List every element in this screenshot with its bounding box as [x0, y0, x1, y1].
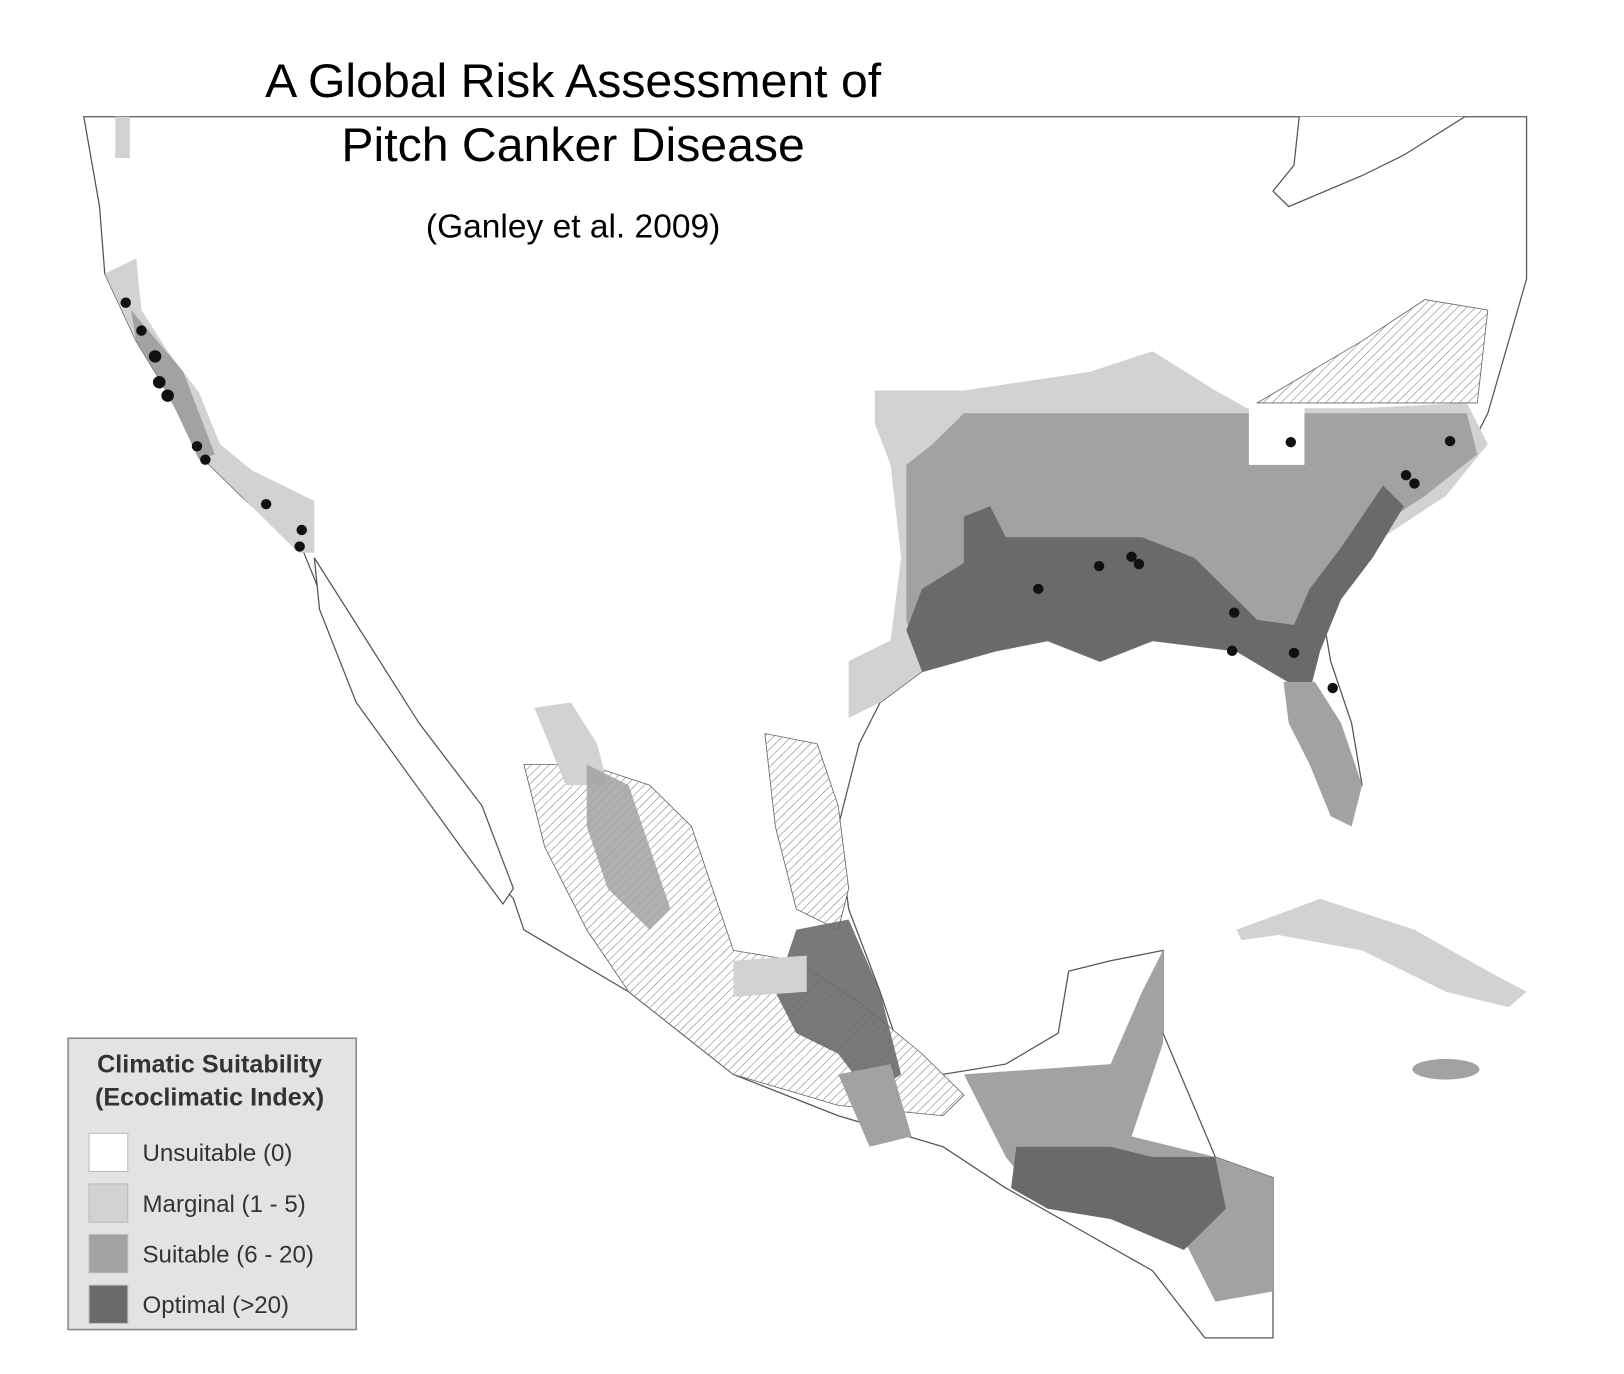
region-marginal — [733, 955, 807, 997]
pine-range — [1255, 299, 1489, 404]
record-dot — [296, 524, 307, 536]
region-suitable — [1283, 681, 1363, 827]
record-dot — [1327, 682, 1338, 694]
legend-label: Suitable (6 - 20) — [142, 1242, 313, 1269]
record-dot — [1033, 583, 1044, 595]
record-dot — [1444, 435, 1456, 447]
record-dot — [1229, 607, 1240, 618]
record-dot — [1400, 470, 1412, 481]
legend: Climatic Suitability (Ecoclimatic Index)… — [67, 1037, 358, 1331]
region-suitable — [838, 1064, 912, 1147]
canada-coast — [1272, 116, 1466, 208]
legend-label: Optimal (>20) — [142, 1292, 289, 1319]
region-suitable — [1412, 1058, 1480, 1080]
region-marginal — [115, 116, 130, 159]
record-dot — [1093, 560, 1105, 572]
baja-california — [313, 557, 515, 906]
legend-swatch — [88, 1183, 129, 1223]
subtitle: (Ganley et al. 2009) — [426, 209, 720, 246]
legend-label: Marginal (1 - 5) — [142, 1191, 305, 1218]
legend-label: Unsuitable (0) — [142, 1140, 292, 1167]
pine-range — [764, 732, 850, 931]
region-optimal — [1011, 1146, 1226, 1251]
legend-title: Climatic Suitability — [97, 1050, 322, 1078]
record-dot — [294, 541, 305, 552]
region-marginal — [104, 258, 315, 553]
record-dot — [260, 498, 272, 510]
record-dot — [148, 350, 162, 363]
record-dot — [1288, 647, 1300, 659]
title-line: Pitch Canker Disease — [341, 119, 804, 172]
record-dot — [191, 441, 203, 452]
legend-swatch — [88, 1234, 129, 1274]
record-dot — [120, 297, 131, 308]
title-line: A Global Risk Assessment of — [265, 55, 882, 108]
region-marginal — [534, 702, 608, 786]
record-dot — [152, 376, 166, 389]
record-dot — [200, 454, 211, 465]
region-unsuitable — [1248, 408, 1305, 465]
legend-title: (Ecoclimatic Index) — [95, 1084, 324, 1112]
record-dot — [161, 389, 174, 402]
region-marginal — [1236, 898, 1527, 1008]
record-dot — [1409, 478, 1420, 489]
region-optimal — [906, 485, 1404, 693]
record-dot — [136, 325, 147, 336]
record-dot — [1285, 436, 1297, 448]
region-suitable — [130, 309, 215, 460]
record-dot — [1133, 558, 1145, 570]
map — [83, 116, 1528, 1339]
legend-swatch — [88, 1132, 129, 1173]
record-dot — [1226, 645, 1238, 657]
region-suitable — [586, 764, 671, 930]
record-dot — [1126, 551, 1137, 562]
disease-records — [120, 297, 1456, 694]
legend-swatch — [88, 1284, 129, 1324]
